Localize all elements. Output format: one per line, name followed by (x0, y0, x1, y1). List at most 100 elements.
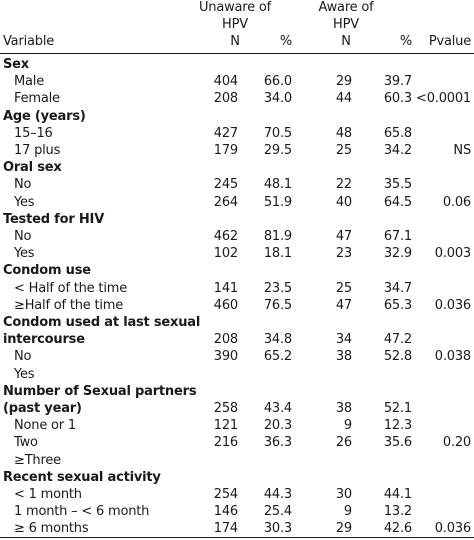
section-label: Number of Sexual partners (3, 383, 197, 399)
unaware-n-cell: 121 (213, 418, 238, 434)
unaware-n-cell: 462 (213, 229, 238, 244)
unaware-pct-cell: 30.3 (263, 521, 292, 537)
header-unaware-line1: Unaware of (198, 0, 272, 15)
section-row: Oral sex (0, 159, 474, 176)
aware-n-cell: 38 (335, 349, 352, 365)
section-label: Condom use (3, 263, 91, 279)
unaware-n-cell: 208 (213, 332, 238, 348)
table-row: None or 1 121 20.3 9 12.3 (0, 417, 474, 434)
section-row: Recent sexual activity (0, 469, 474, 486)
header-pct-label: % (279, 34, 292, 49)
bottom-rule (0, 537, 474, 538)
row-label: 17 plus (14, 143, 61, 158)
unaware-n-cell: 460 (213, 297, 238, 313)
row-label: ≥Half of the time (14, 297, 124, 313)
row-label: < 1 month (14, 487, 82, 502)
section-row: Number of Sexual partners (0, 383, 474, 400)
row-label: Two (14, 435, 38, 451)
table-row: Yes 102 18.1 23 32.9 0.003 (0, 245, 474, 262)
pvalue-cell: 0.036 (434, 521, 471, 537)
row-label: Female (14, 91, 60, 107)
table-row: No 245 48.1 22 35.5 (0, 176, 474, 193)
aware-n-cell: 34 (335, 332, 352, 348)
row-label: No (14, 229, 32, 244)
unaware-pct-cell: 65.2 (263, 349, 292, 365)
table-row: Yes (0, 366, 474, 383)
aware-n-cell: 47 (335, 229, 352, 244)
aware-pct-cell: 52.1 (383, 401, 412, 416)
pvalue-cell: 0.20 (442, 435, 471, 451)
table-row: Two 216 36.3 26 35.6 0.20 (0, 434, 474, 451)
section-label: (past year) (3, 401, 82, 416)
unaware-pct-cell: 34.8 (263, 332, 292, 348)
aware-pct-cell: 52.8 (383, 349, 412, 365)
table-row: < 1 month 254 44.3 30 44.1 (0, 486, 474, 503)
header-pct-label: % (399, 34, 412, 49)
aware-n-cell: 30 (335, 487, 352, 502)
aware-pct-cell: 32.9 (383, 246, 412, 262)
unaware-n-cell: 258 (213, 401, 238, 416)
row-label: Yes (14, 246, 35, 262)
section-row: Tested for HIV (0, 211, 474, 228)
table-row: intercourse 208 34.8 34 47.2 (0, 331, 474, 348)
row-label: ≥ 6 months (14, 521, 89, 537)
aware-pct-cell: 60.3 (383, 91, 412, 107)
aware-pct-cell: 65.8 (383, 125, 412, 141)
aware-pct-cell: 42.6 (383, 521, 412, 537)
table-row: Male 404 66.0 29 39.7 (0, 73, 474, 90)
table-row: ≥Half of the time 460 76.5 47 65.3 0.036 (0, 297, 474, 314)
unaware-n-cell: 102 (213, 246, 238, 262)
header-pvalue-label: Pvalue (428, 34, 471, 49)
aware-pct-cell: 13.2 (383, 504, 412, 520)
header-unaware-n: N (230, 34, 240, 49)
unaware-n-cell: 254 (213, 487, 238, 502)
pvalue-cell: <0.0001 (416, 91, 471, 107)
table-row: ≥ 6 months 174 30.3 29 42.6 0.036 (0, 520, 474, 537)
aware-n-cell: 25 (335, 143, 352, 158)
aware-pct-cell: 67.1 (383, 229, 412, 244)
unaware-pct-cell: 29.5 (263, 143, 292, 158)
section-label: intercourse (3, 332, 85, 348)
table-row: No 462 81.9 47 67.1 (0, 228, 474, 245)
pvalue-cell: 0.06 (442, 194, 471, 210)
section-label: Recent sexual activity (3, 469, 161, 485)
unaware-pct-cell: 48.1 (263, 177, 292, 193)
unaware-pct-cell: 81.9 (263, 229, 292, 244)
aware-n-cell: 9 (343, 418, 352, 434)
aware-pct-cell: 44.1 (383, 487, 412, 502)
unaware-n-cell: 404 (213, 74, 238, 90)
aware-pct-cell: 64.5 (383, 194, 412, 210)
section-label: Sex (3, 57, 29, 72)
aware-n-cell: 47 (335, 297, 352, 313)
header-aware-line2: HPV (333, 17, 359, 32)
header-unaware-group: Unaware of HPV N (190, 0, 280, 50)
aware-n-cell: 22 (335, 177, 352, 193)
table-header: Variable Unaware of HPV N % Aware of HPV… (0, 0, 474, 54)
unaware-n-cell: 245 (213, 177, 238, 193)
unaware-pct-cell: 34.0 (263, 91, 292, 107)
header-unaware-pct: % (280, 33, 292, 50)
aware-n-cell: 9 (343, 504, 352, 520)
unaware-pct-cell: 18.1 (263, 246, 292, 262)
unaware-pct-cell: 20.3 (263, 418, 292, 434)
table-row: Female 208 34.0 44 60.3 <0.0001 (0, 90, 474, 107)
section-row: Age (years) (0, 108, 474, 125)
aware-pct-cell: 34.7 (383, 280, 412, 296)
aware-n-cell: 29 (335, 521, 352, 537)
unaware-pct-cell: 44.3 (263, 487, 292, 502)
row-label: None or 1 (14, 418, 76, 434)
row-label: ≥Three (14, 452, 61, 468)
header-variable: Variable (3, 33, 54, 50)
header-aware-n: N (341, 34, 351, 49)
section-label: Condom used at last sexual (3, 315, 201, 330)
aware-n-cell: 26 (335, 435, 352, 451)
header-aware-pct: % (400, 33, 412, 50)
aware-pct-cell: 12.3 (383, 418, 412, 434)
pvalue-cell: 0.036 (434, 297, 471, 313)
aware-n-cell: 40 (335, 194, 352, 210)
unaware-pct-cell: 70.5 (263, 125, 292, 141)
unaware-pct-cell: 66.0 (263, 74, 292, 90)
unaware-n-cell: 141 (213, 280, 238, 296)
unaware-pct-cell: 51.9 (263, 194, 292, 210)
unaware-n-cell: 427 (213, 125, 238, 141)
